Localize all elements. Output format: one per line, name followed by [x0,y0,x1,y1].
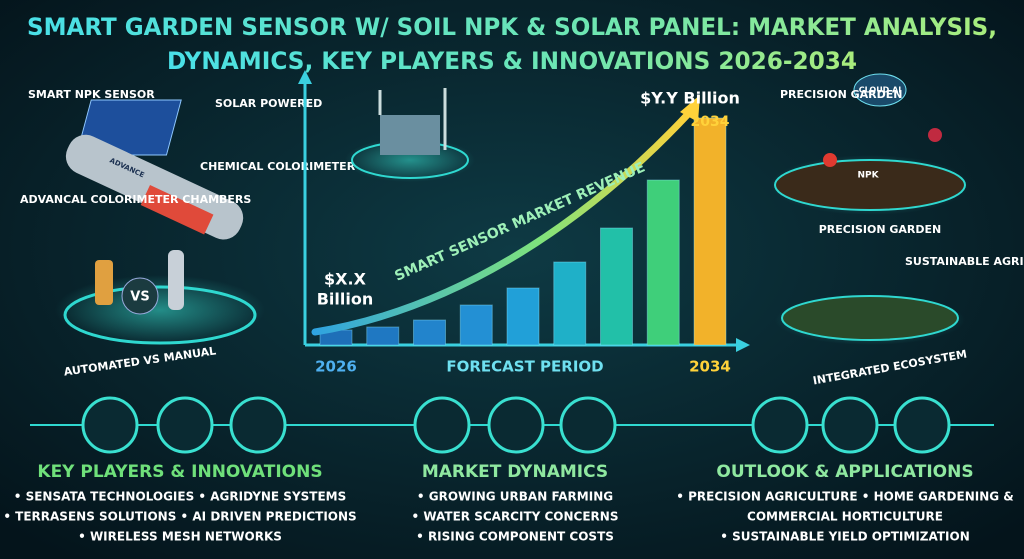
x-axis-label: FORECAST PERIOD [446,358,603,376]
label: SMART NPK SENSOR [28,88,155,101]
bar [366,326,400,346]
title-line: DYNAMICS, KEY PLAYERS & INNOVATIONS 2026… [167,47,857,75]
garden-illustration [770,73,970,345]
end-label: $Y.Y Billion [640,89,740,108]
section-line: • WIRELESS MESH NETWORKS [78,530,282,544]
label: NPK [857,171,879,181]
start-label: $X.X [324,270,367,289]
label: VS [130,290,149,305]
section-line: • WATER SCARCITY CONCERNS [412,510,619,524]
bar [413,319,446,346]
caption: PRECISION GARDEN [819,223,941,236]
label: SOLAR POWERED [215,97,322,110]
label: SUSTAINABLE AGRI [905,255,1024,268]
section-line: • GROWING URBAN FARMING [417,490,613,504]
label: ADVANCAL COLORIMETER CHAMBERS [20,193,251,206]
section-line: • RISING COMPONENT COSTS [416,530,614,544]
bar [646,179,680,346]
label: CHEMICAL COLORIMETER [200,160,356,173]
trend-arrow [311,108,694,336]
section-line: • SENSATA TECHNOLOGIES • AGRIDYNE SYSTEM… [14,490,347,504]
title-line: SMART GARDEN SENSOR W/ SOIL NPK & SOLAR … [27,13,997,41]
sensor-illustration [55,99,265,345]
icon-row [81,396,951,454]
bar [459,304,493,346]
section-line: • TERRASENS SOLUTIONS • AI DRIVEN PREDIC… [3,510,356,524]
section-line: COMMERCIAL HORTICULTURE [747,510,943,524]
chart [298,70,750,352]
axis-arrow [298,70,312,84]
start-label: Billion [317,290,374,309]
power-plant-illustration [345,88,475,182]
end-bar-label: 2034 [691,114,730,130]
section-title: OUTLOOK & APPLICATIONS [716,462,973,482]
section-line: • PRECISION AGRICULTURE • HOME GARDENING… [676,490,1013,504]
bar [600,227,633,346]
section-title: KEY PLAYERS & INNOVATIONS [37,462,322,482]
x-tick-label: 2034 [689,358,731,376]
trend-arrowhead [680,95,700,122]
section-title: MARKET DYNAMICS [422,462,608,482]
section-line: • SUSTAINABLE YIELD OPTIMIZATION [720,530,970,544]
bar [693,117,727,346]
label: PRECISION GARDEN [780,88,902,101]
axis-arrow [736,338,750,352]
label: CLOUD AI [859,86,902,95]
x-tick-label: 2026 [315,358,357,376]
bar [506,287,540,346]
bar [553,261,587,346]
